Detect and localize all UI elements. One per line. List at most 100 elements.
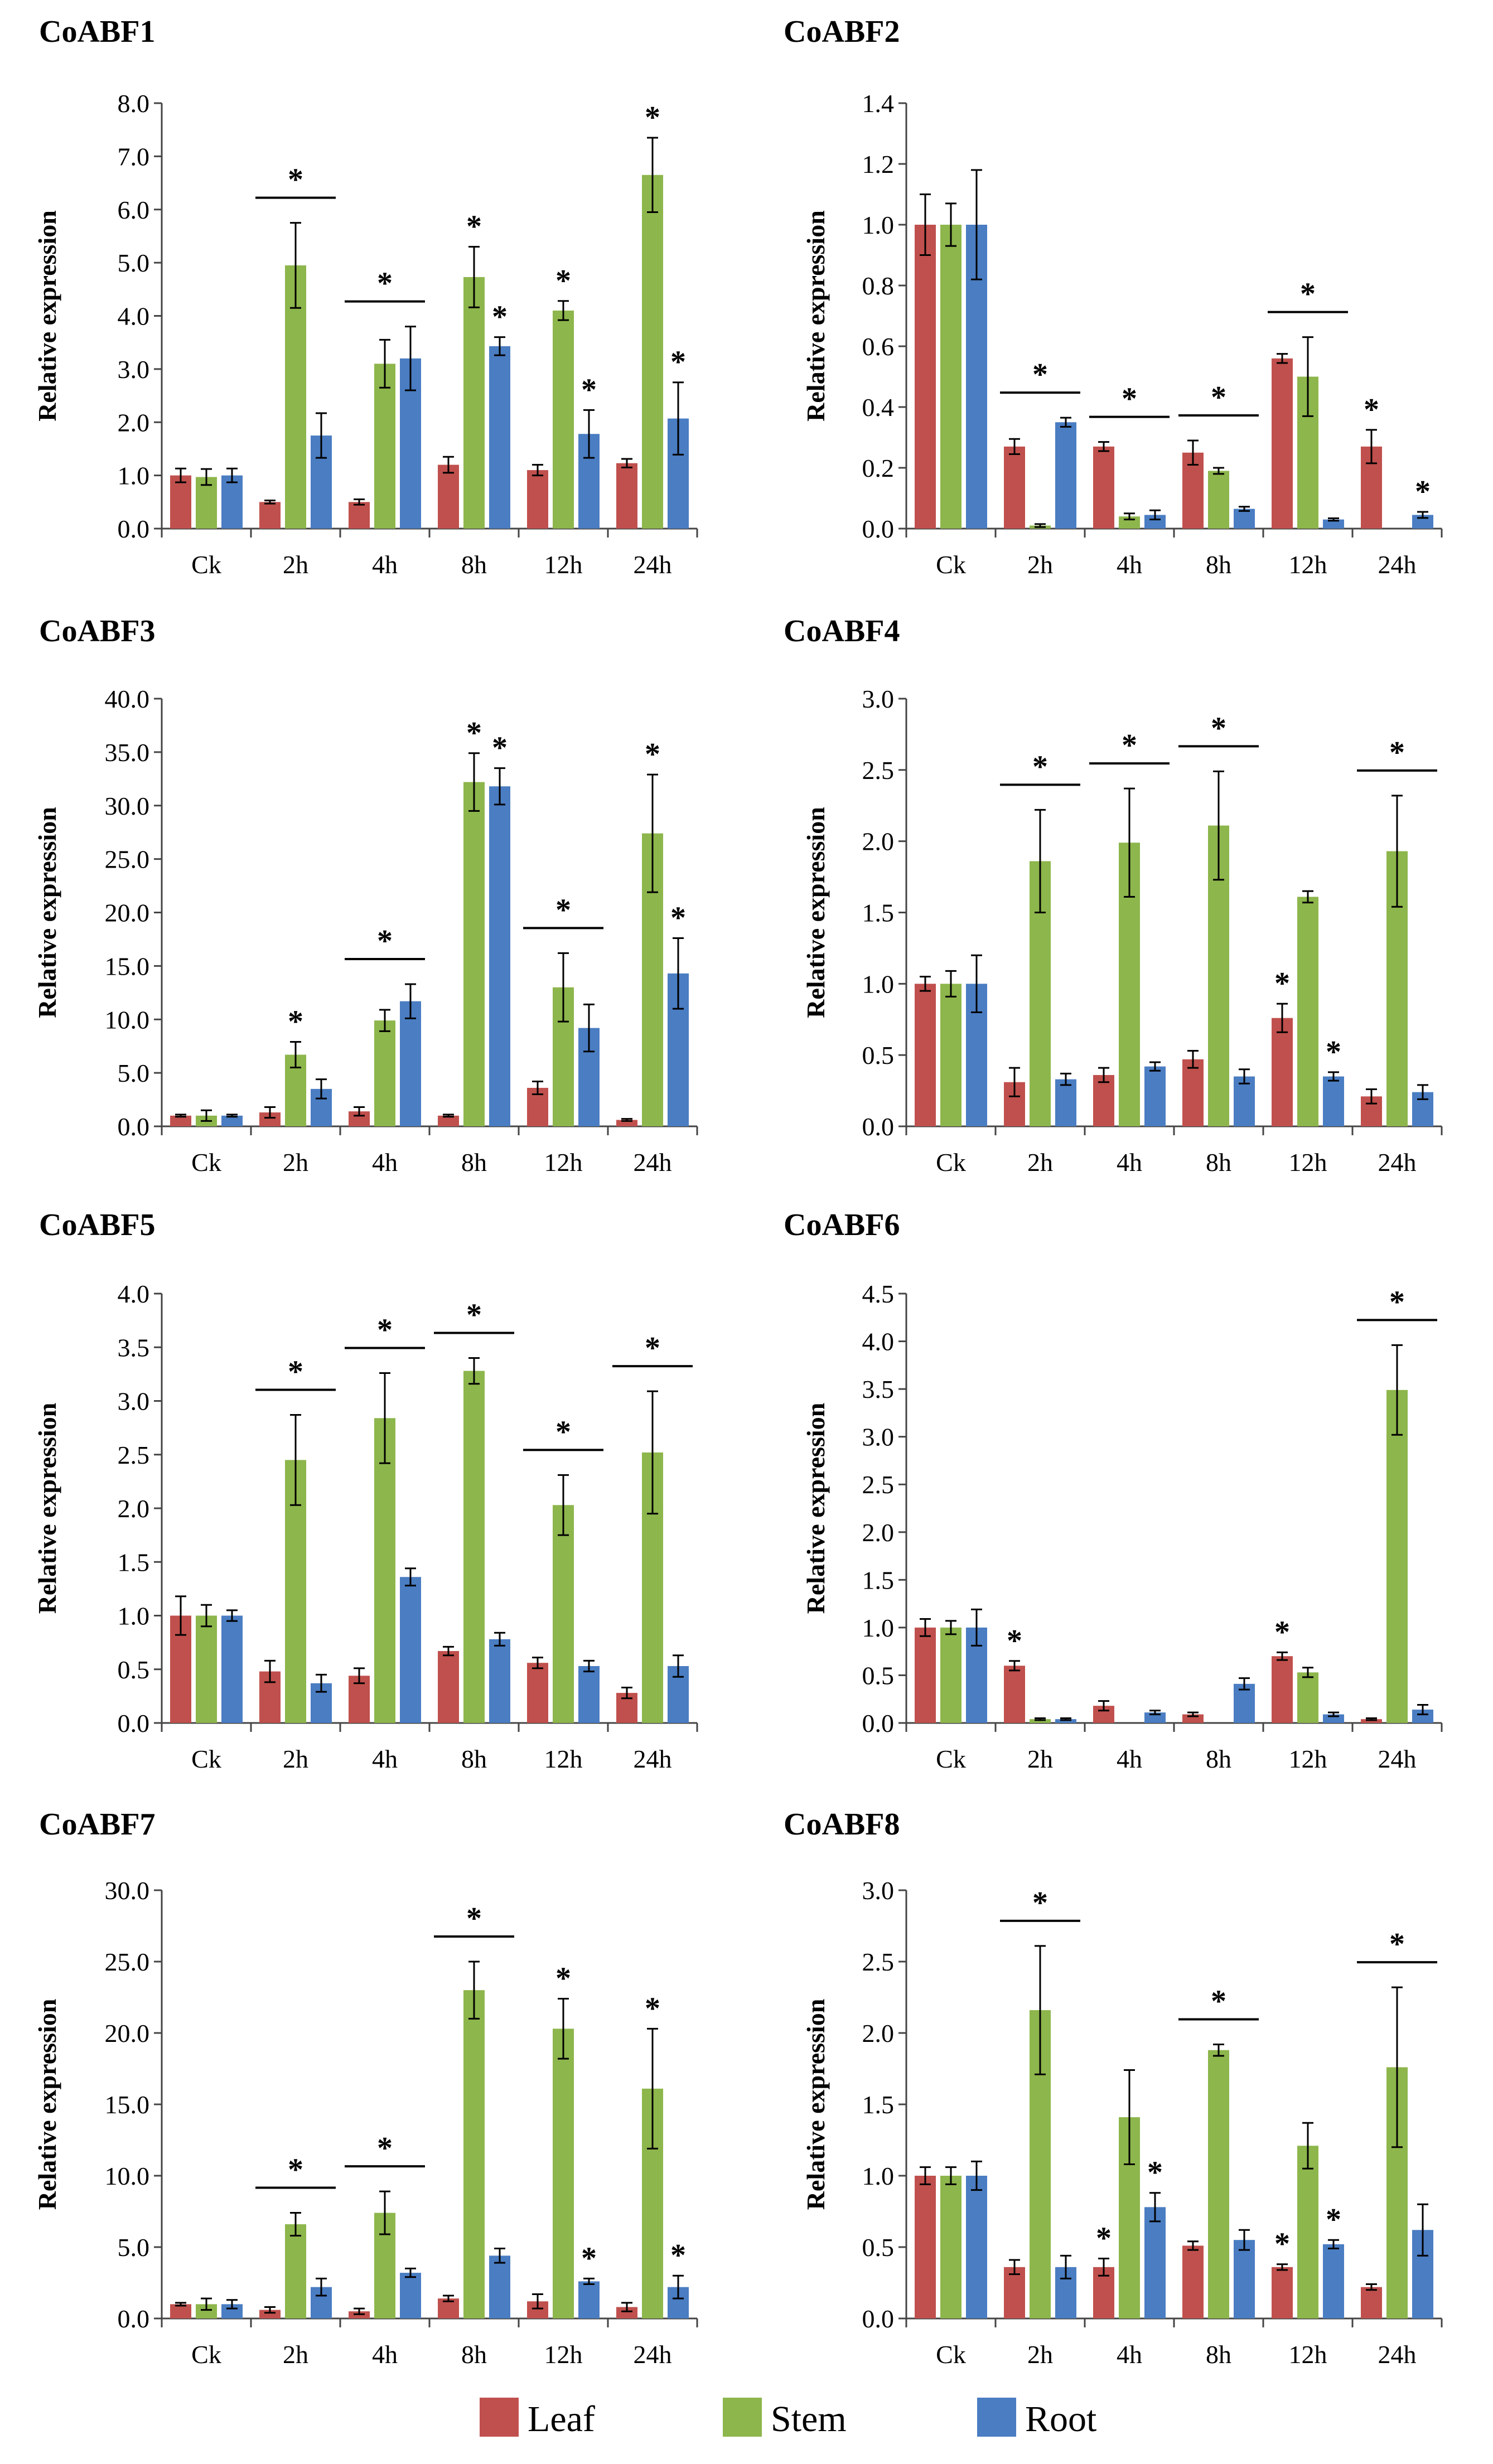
significance-star: * <box>581 372 597 407</box>
bar-leaf-4h <box>349 502 370 529</box>
x-tick-label: 2h <box>283 550 308 579</box>
bar-stem-ck <box>196 1615 217 1723</box>
significance-star: * <box>1007 1624 1022 1658</box>
y-tick-label: 2.0 <box>118 408 150 437</box>
significance-star: * <box>1274 1615 1290 1649</box>
y-tick-label: 25.0 <box>105 1948 150 1976</box>
chart-title: CoABF6 <box>784 1208 900 1242</box>
x-tick-label: 2h <box>283 2340 308 2369</box>
y-axis-label: Relative expression <box>33 807 61 1018</box>
x-tick-label: 2h <box>1027 1745 1053 1773</box>
bar-root-2h <box>1055 422 1076 529</box>
significance-star: * <box>555 893 571 927</box>
x-tick-label: Ck <box>936 550 966 579</box>
legend-label-stem: Stem <box>771 2399 847 2439</box>
significance-star: * <box>1211 1984 1226 2018</box>
chart-coabf8: CoABF8 Relative expression 0.0 0.5 1.0 1.5 2.0… <box>784 1807 1443 2369</box>
significance-star: * <box>377 2131 393 2166</box>
bar-root-ck <box>221 1615 243 1723</box>
x-tick-label: 8h <box>461 1148 487 1177</box>
chart-coabf5: CoABF5 Relative expression 0.0 0.5 1.0 1.5 2.0… <box>33 1208 698 1773</box>
chart-coabf7: CoABF7 Relative expression 0.0 5.0 10.0 15.0 2… <box>33 1807 698 2369</box>
bar-leaf-2h <box>259 502 281 529</box>
y-tick-label: 0.0 <box>862 515 895 543</box>
significance-star: * <box>1096 2221 1112 2255</box>
y-tick-label: 0.0 <box>118 1112 150 1141</box>
significance-star: * <box>645 1991 660 2026</box>
y-tick-label: 3.0 <box>862 1423 895 1451</box>
bar-root-8h <box>489 1639 510 1723</box>
x-tick-label: Ck <box>191 550 221 579</box>
y-tick-label: 0.6 <box>862 332 895 361</box>
x-tick-label: 4h <box>372 550 398 579</box>
bar-leaf-24h <box>616 463 637 529</box>
significance-star: * <box>1032 1886 1048 1920</box>
y-tick-label: 10.0 <box>105 1005 150 1034</box>
y-tick-label: 6.0 <box>118 196 150 224</box>
legend-label-root: Root <box>1025 2399 1096 2439</box>
bar-stem-12h <box>553 1505 574 1723</box>
bar-root-8h <box>1234 1076 1255 1126</box>
significance-star: * <box>1032 749 1048 784</box>
significance-star: * <box>377 924 393 959</box>
bar-leaf-4h <box>1093 446 1114 529</box>
bar-stem-ck <box>940 1627 961 1723</box>
significance-star: * <box>1300 277 1316 312</box>
bar-leaf-12h <box>1272 2267 1293 2318</box>
x-tick-label: 8h <box>461 2340 487 2369</box>
bar-leaf-12h <box>1272 358 1293 529</box>
bar-leaf-24h <box>616 2307 637 2318</box>
x-tick-label: Ck <box>936 1148 966 1177</box>
bar-leaf-ck <box>170 2304 191 2318</box>
y-tick-label: 0.0 <box>118 2305 150 2333</box>
bar-leaf-12h <box>1272 1018 1293 1126</box>
y-tick-label: 0.0 <box>862 1709 895 1737</box>
y-tick-label: 2.5 <box>862 1470 895 1499</box>
significance-star: * <box>1211 711 1226 746</box>
x-tick-label: 4h <box>1117 550 1142 579</box>
significance-star: * <box>1147 2156 1163 2190</box>
bar-stem-24h <box>642 175 663 529</box>
significance-star: * <box>1389 1285 1405 1319</box>
bar-stem-2h <box>285 2224 306 2318</box>
y-tick-label: 20.0 <box>105 2019 150 2047</box>
x-tick-label: 2h <box>283 1745 308 1773</box>
y-tick-label: 1.0 <box>862 2162 895 2190</box>
x-tick-label: 12h <box>544 2340 583 2369</box>
bar-root-ck <box>966 2176 987 2318</box>
chart-title: CoABF5 <box>39 1208 155 1242</box>
bar-leaf-8h <box>1182 1059 1204 1126</box>
bar-stem-12h <box>553 310 574 529</box>
x-tick-label: 8h <box>461 550 487 579</box>
y-tick-label: 8.0 <box>118 89 150 118</box>
y-axis-label: Relative expression <box>801 1403 830 1614</box>
significance-star: * <box>1032 357 1048 392</box>
y-tick-label: 1.0 <box>862 970 895 998</box>
x-tick-label: 4h <box>372 1745 398 1773</box>
x-tick-label: 12h <box>544 1148 583 1177</box>
chart-coabf1: CoABF1 Relative expression 0.0 1.0 2.0 3.0 4.0… <box>33 14 698 579</box>
significance-star: * <box>377 267 393 301</box>
significance-star: * <box>288 1005 303 1039</box>
y-tick-label: 3.5 <box>118 1333 150 1362</box>
bar-leaf-8h <box>1182 2245 1204 2318</box>
x-tick-label: 12h <box>544 550 583 579</box>
x-tick-label: 12h <box>1289 1745 1327 1773</box>
chart-coabf3: CoABF3 Relative expression 0.0 5.0 10.0 15.0 2… <box>33 614 698 1177</box>
significance-star: * <box>377 1313 393 1347</box>
bar-leaf-ck <box>170 475 191 529</box>
legend-label-leaf: Leaf <box>528 2399 595 2439</box>
bar-stem-2h <box>285 265 306 529</box>
significance-star: * <box>1364 393 1379 427</box>
significance-star: * <box>1122 728 1137 763</box>
y-tick-label: 0.0 <box>118 1709 150 1737</box>
y-axis-label: Relative expression <box>33 1403 61 1614</box>
bar-root-8h <box>489 346 510 529</box>
x-tick-label: 12h <box>1289 2340 1327 2369</box>
y-tick-label: 2.0 <box>862 2019 895 2047</box>
y-tick-label: 1.2 <box>862 150 895 178</box>
y-tick-label: 2.0 <box>862 1518 895 1547</box>
bar-leaf-ck <box>915 1627 936 1723</box>
y-tick-label: 3.0 <box>118 1387 150 1416</box>
y-tick-label: 40.0 <box>105 685 150 713</box>
